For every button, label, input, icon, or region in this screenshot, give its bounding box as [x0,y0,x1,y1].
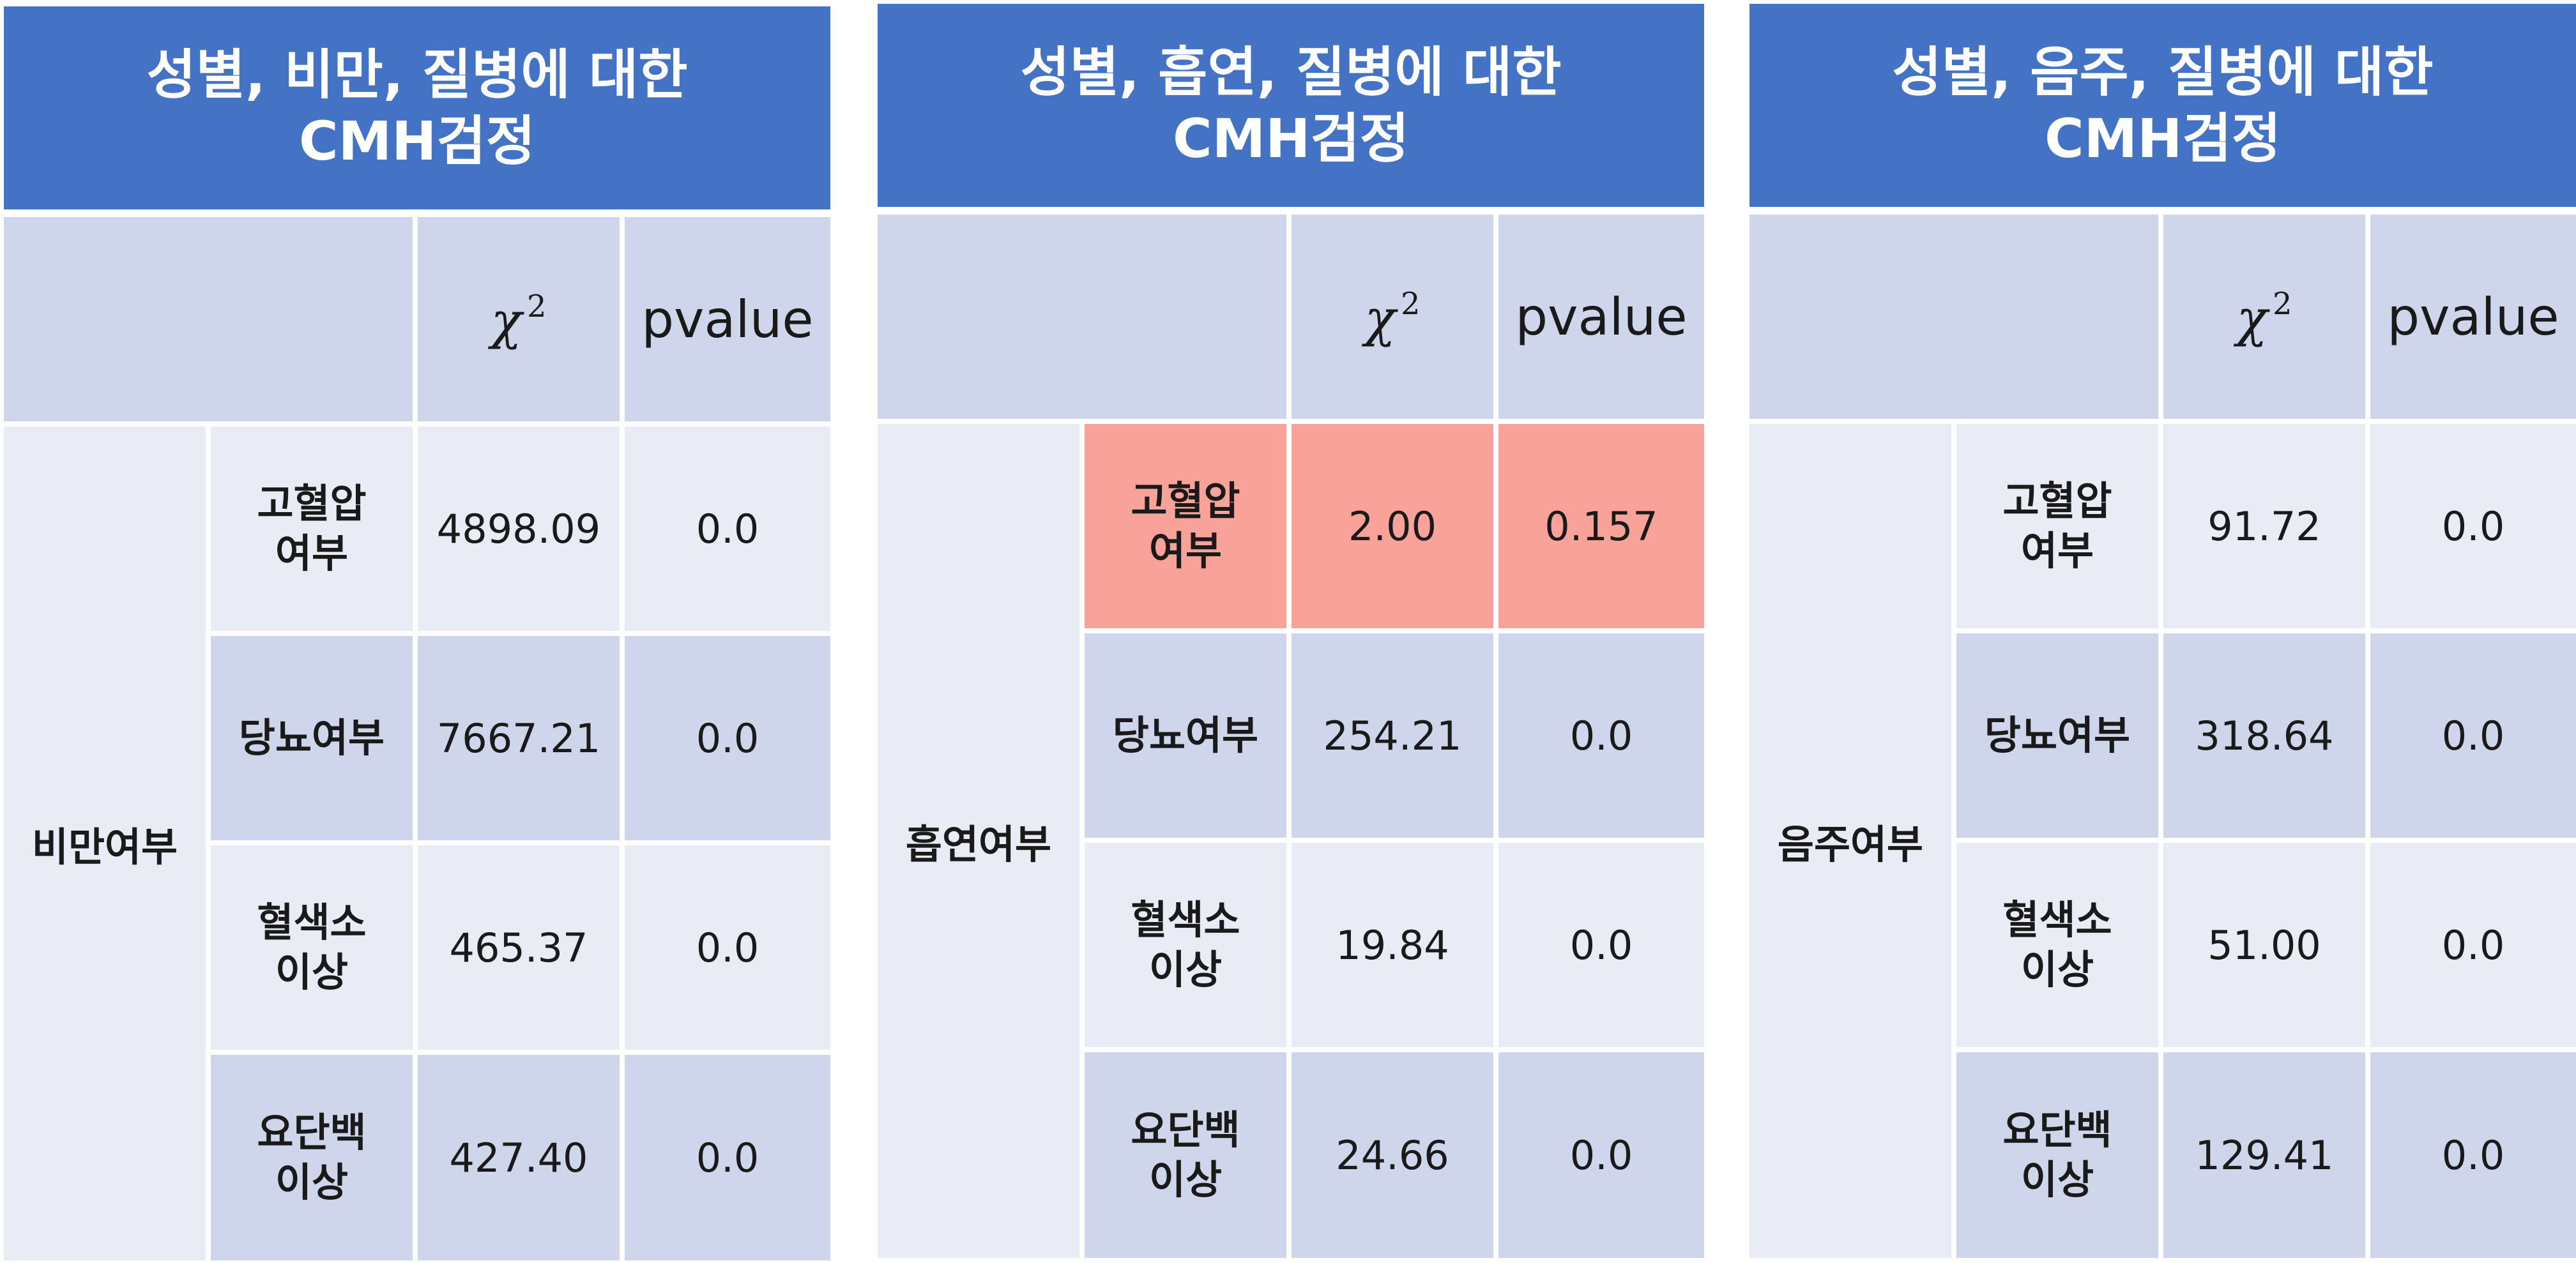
chi-symbol: χ [2236,288,2267,348]
panel-title: 성별, 비만, 질병에 대한 CMH검정 [4,6,830,209]
pvalue-value: 0.0 [2370,843,2576,1047]
group-label: 비만여부 [4,427,206,1260]
disease-label-line1: 고혈압 [2002,478,2112,524]
disease-label-hypertension: 고혈압 여부 [211,427,413,631]
pvalue-value: 0.0 [625,1055,830,1260]
disease-label-line2: 여부 [275,530,349,577]
pvalue-header: pvalue [1498,215,1704,419]
pvalue-value: 0.0 [1498,1052,1704,1258]
panel-title-line1: 성별, 비만, 질병에 대한 [146,43,688,106]
disease-label-line1: 당뇨여부 [1984,712,2131,759]
disease-label-line1: 요단백 [1131,1107,1240,1153]
panel-title-line2: CMH검정 [1172,107,1410,170]
chi-square-value: 7667.21 [418,636,620,840]
pvalue-value: 0.157 [1498,424,1704,628]
disease-label-line1: 당뇨여부 [238,715,385,761]
disease-label-diabetes: 당뇨여부 [1085,633,1286,838]
disease-label-line2: 여부 [2020,527,2094,574]
pvalue-value: 0.0 [1498,843,1704,1047]
pvalue-header: pvalue [2370,215,2576,419]
disease-label-line1: 혈색소 [2002,896,2112,943]
disease-label-line1: 요단백 [2002,1107,2112,1153]
disease-label-line1: 고혈압 [257,480,367,527]
pvalue-value: 0.0 [2370,633,2576,838]
panel-title-line2: CMH검정 [2044,107,2282,170]
disease-label-diabetes: 당뇨여부 [1956,633,2158,838]
disease-label-proteinuria: 요단백 이상 [211,1055,413,1260]
chi-square-value: 19.84 [1292,843,1493,1047]
disease-label-proteinuria: 요단백 이상 [1085,1052,1286,1258]
panel-title-line2: CMH검정 [298,110,536,172]
header-blank-cell [878,215,1286,419]
disease-label-line2: 이상 [275,949,349,995]
disease-label-hemoglobin: 혈색소 이상 [1085,843,1286,1047]
disease-label-line2: 이상 [275,1159,349,1206]
pvalue-value: 0.0 [2370,424,2576,628]
disease-label-hypertension: 고혈압 여부 [1085,424,1286,628]
disease-label-line1: 혈색소 [257,899,367,946]
header-blank-cell [1749,215,2158,419]
disease-label-line2: 이상 [2020,946,2094,993]
chi-square-value: 91.72 [2163,424,2365,628]
chi-square-value: 24.66 [1292,1052,1493,1258]
chi-square-value: 51.00 [2163,843,2365,1047]
group-label: 음주여부 [1749,424,1951,1258]
chi-square-value: 129.41 [2163,1052,2365,1258]
chi-square-value: 427.40 [418,1055,620,1260]
disease-label-line1: 당뇨여부 [1112,712,1259,759]
chi-square-value: 4898.09 [418,427,620,631]
pvalue-header: pvalue [625,217,830,421]
disease-label-line1: 고혈압 [1131,478,1240,524]
chi-symbol: χ [1364,288,1396,348]
panel-title-line1: 성별, 흡연, 질병에 대한 [1020,41,1562,103]
chi-exponent: 2 [2272,285,2292,322]
panel-title-line1: 성별, 음주, 질병에 대한 [1892,41,2434,103]
pvalue-value: 0.0 [625,636,830,840]
group-label: 흡연여부 [878,424,1079,1258]
pvalue-value: 0.0 [1498,633,1704,838]
panel-title: 성별, 흡연, 질병에 대한 CMH검정 [878,4,1704,207]
panel-title: 성별, 음주, 질병에 대한 CMH검정 [1749,4,2576,207]
disease-label-hemoglobin: 혈색소 이상 [1956,843,2158,1047]
disease-label-line2: 이상 [1148,946,1223,993]
disease-label-line1: 요단백 [257,1109,367,1156]
disease-label-diabetes: 당뇨여부 [211,636,413,840]
disease-label-line2: 이상 [2020,1156,2094,1203]
chi-square-value: 318.64 [2163,633,2365,838]
disease-label-line2: 이상 [1148,1156,1223,1203]
disease-label-proteinuria: 요단백 이상 [1956,1052,2158,1258]
pvalue-value: 0.0 [625,845,830,1050]
chi-exponent: 2 [1400,285,1421,322]
pvalue-value: 0.0 [625,427,830,631]
disease-label-hypertension: 고혈압 여부 [1956,424,2158,628]
disease-label-line2: 여부 [1148,527,1223,574]
chi-square-value: 465.37 [418,845,620,1050]
chi-square-value: 2.00 [1292,424,1493,628]
disease-label-hemoglobin: 혈색소 이상 [211,845,413,1050]
disease-label-line1: 혈색소 [1131,896,1240,943]
chi-symbol: χ [491,291,522,351]
header-blank-cell [4,217,413,421]
chi-square-value: 254.21 [1292,633,1493,838]
pvalue-value: 0.0 [2370,1052,2576,1258]
chi-exponent: 2 [526,288,547,324]
